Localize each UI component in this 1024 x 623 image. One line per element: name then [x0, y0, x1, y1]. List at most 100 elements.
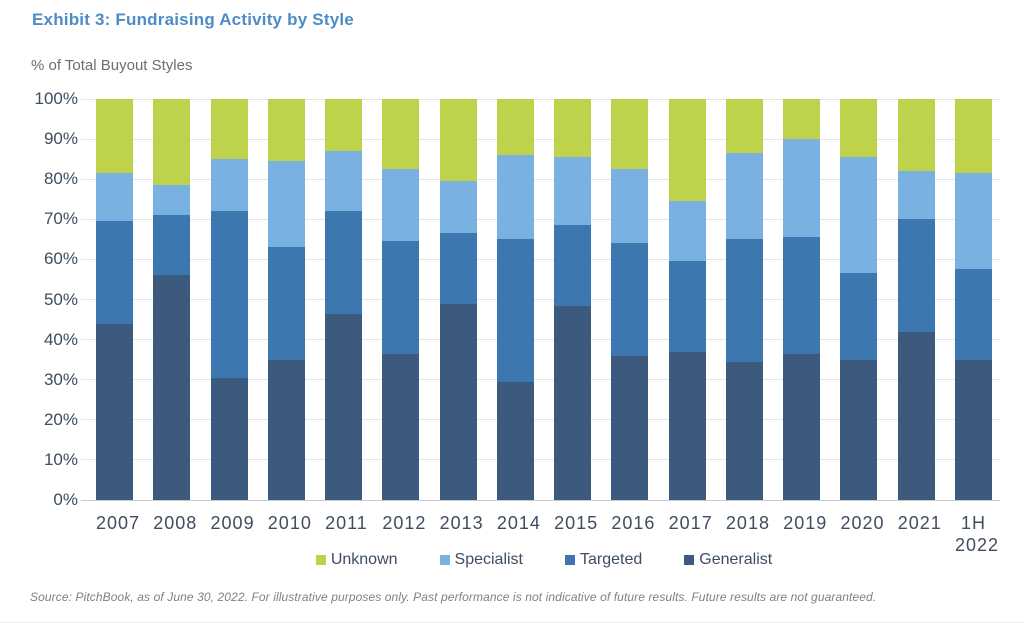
segment-generalist	[210, 377, 248, 500]
segment-specialist	[783, 139, 821, 238]
segment-unknown	[496, 99, 534, 156]
x-axis-label: 2009	[210, 513, 255, 533]
gridline	[81, 218, 1000, 220]
segment-generalist	[897, 331, 935, 500]
segment-specialist	[554, 157, 592, 226]
legend-swatch-icon	[315, 555, 326, 565]
segment-unknown	[725, 99, 763, 154]
gridline	[81, 138, 1000, 140]
x-axis-label: 2014	[496, 513, 541, 533]
legend-item-specialist: Specialist	[439, 551, 523, 569]
legend-item-unknown: Unknown	[315, 551, 398, 569]
segment-specialist	[267, 161, 305, 248]
x-axis-label: 2020	[840, 513, 885, 533]
segment-specialist	[496, 155, 534, 240]
bar-2018	[725, 99, 763, 500]
x-axis: 2007 2008 2009 2010 2011 2012 2013 2014 2015 2016…	[88, 512, 1000, 556]
bar-2012	[382, 99, 420, 500]
segment-generalist	[611, 355, 649, 500]
segment-unknown	[439, 99, 477, 182]
y-axis-tick-label: 100%	[34, 89, 78, 108]
y-axis-tick-label: 80%	[43, 169, 78, 189]
plot-area	[81, 98, 1000, 501]
segment-unknown	[783, 99, 821, 140]
y-axis-tick-label: 10%	[43, 449, 78, 469]
legend-swatch-icon	[684, 555, 695, 565]
gridline	[81, 258, 1000, 260]
x-axis-label: 2015	[554, 513, 599, 533]
segment-targeted	[840, 273, 878, 360]
segment-unknown	[210, 99, 248, 160]
segment-targeted	[153, 215, 191, 276]
bar-2011	[325, 99, 363, 500]
x-axis-label: 2012	[382, 513, 427, 533]
segment-targeted	[96, 221, 133, 324]
segment-generalist	[725, 361, 763, 500]
y-axis-tick-label: 0%	[53, 490, 78, 509]
segment-generalist	[325, 313, 363, 500]
bar-2020	[840, 99, 878, 500]
x-axis-label: 2011	[325, 513, 368, 533]
segment-targeted	[954, 269, 992, 360]
segment-specialist	[840, 157, 878, 274]
segment-targeted	[725, 239, 763, 362]
x-axis-label: 2019	[783, 513, 828, 533]
legend-item-targeted: Targeted	[565, 551, 642, 569]
bar-2010	[267, 99, 305, 500]
gridline	[81, 178, 1000, 180]
segment-generalist	[496, 381, 534, 500]
segment-unknown	[954, 99, 992, 174]
x-axis-label: 2010	[267, 513, 312, 533]
segment-specialist	[611, 169, 649, 244]
x-axis-baseline	[81, 499, 1000, 501]
y-axis-tick-label: 60%	[43, 249, 78, 269]
segment-specialist	[382, 169, 420, 242]
y-axis-tick-label: 90%	[43, 129, 78, 149]
bar-2009	[210, 99, 248, 500]
segment-targeted	[210, 211, 248, 378]
segment-unknown	[96, 99, 133, 174]
segment-generalist	[783, 353, 821, 500]
segment-unknown	[897, 99, 935, 172]
x-axis-label: 2007	[96, 513, 141, 533]
segment-targeted	[325, 211, 363, 314]
segment-specialist	[668, 201, 706, 262]
segment-unknown	[153, 99, 191, 186]
legend: Unknown Specialist Targeted Generalist	[88, 551, 1000, 569]
segment-specialist	[725, 153, 763, 240]
segment-targeted	[382, 241, 420, 354]
segment-unknown	[267, 99, 305, 162]
bar-2019	[783, 99, 821, 500]
x-axis-label: 2021	[897, 513, 942, 533]
bar-2013	[439, 99, 477, 500]
x-axis-label: 2018	[725, 513, 770, 533]
legend-label: Specialist	[454, 551, 523, 568]
y-axis-tick-label: 70%	[43, 209, 78, 229]
gridline	[81, 379, 1000, 381]
segment-generalist	[96, 323, 133, 500]
legend-item-generalist: Generalist	[684, 551, 772, 569]
segment-targeted	[267, 247, 305, 360]
segment-specialist	[897, 171, 935, 220]
x-axis-label: 1H 2022	[954, 513, 1000, 555]
segment-generalist	[382, 353, 420, 500]
segment-specialist	[96, 173, 133, 222]
legend-label: Targeted	[580, 551, 643, 568]
segment-generalist	[267, 359, 305, 500]
source-note: Source: PitchBook, as of June 30, 2022. …	[30, 590, 877, 604]
segment-targeted	[439, 233, 477, 304]
y-axis-tick-label: 30%	[43, 369, 78, 389]
bar-2016	[611, 99, 649, 500]
bar-2021	[897, 99, 935, 500]
bar-2008	[153, 99, 191, 500]
segment-targeted	[496, 239, 534, 382]
segment-specialist	[954, 173, 992, 270]
bar-2015	[554, 99, 592, 500]
segment-unknown	[382, 99, 420, 170]
segment-unknown	[611, 99, 649, 170]
segment-unknown	[325, 99, 363, 152]
y-axis-tick-label: 20%	[43, 409, 78, 429]
segment-generalist	[554, 305, 592, 500]
segment-generalist	[153, 275, 191, 500]
